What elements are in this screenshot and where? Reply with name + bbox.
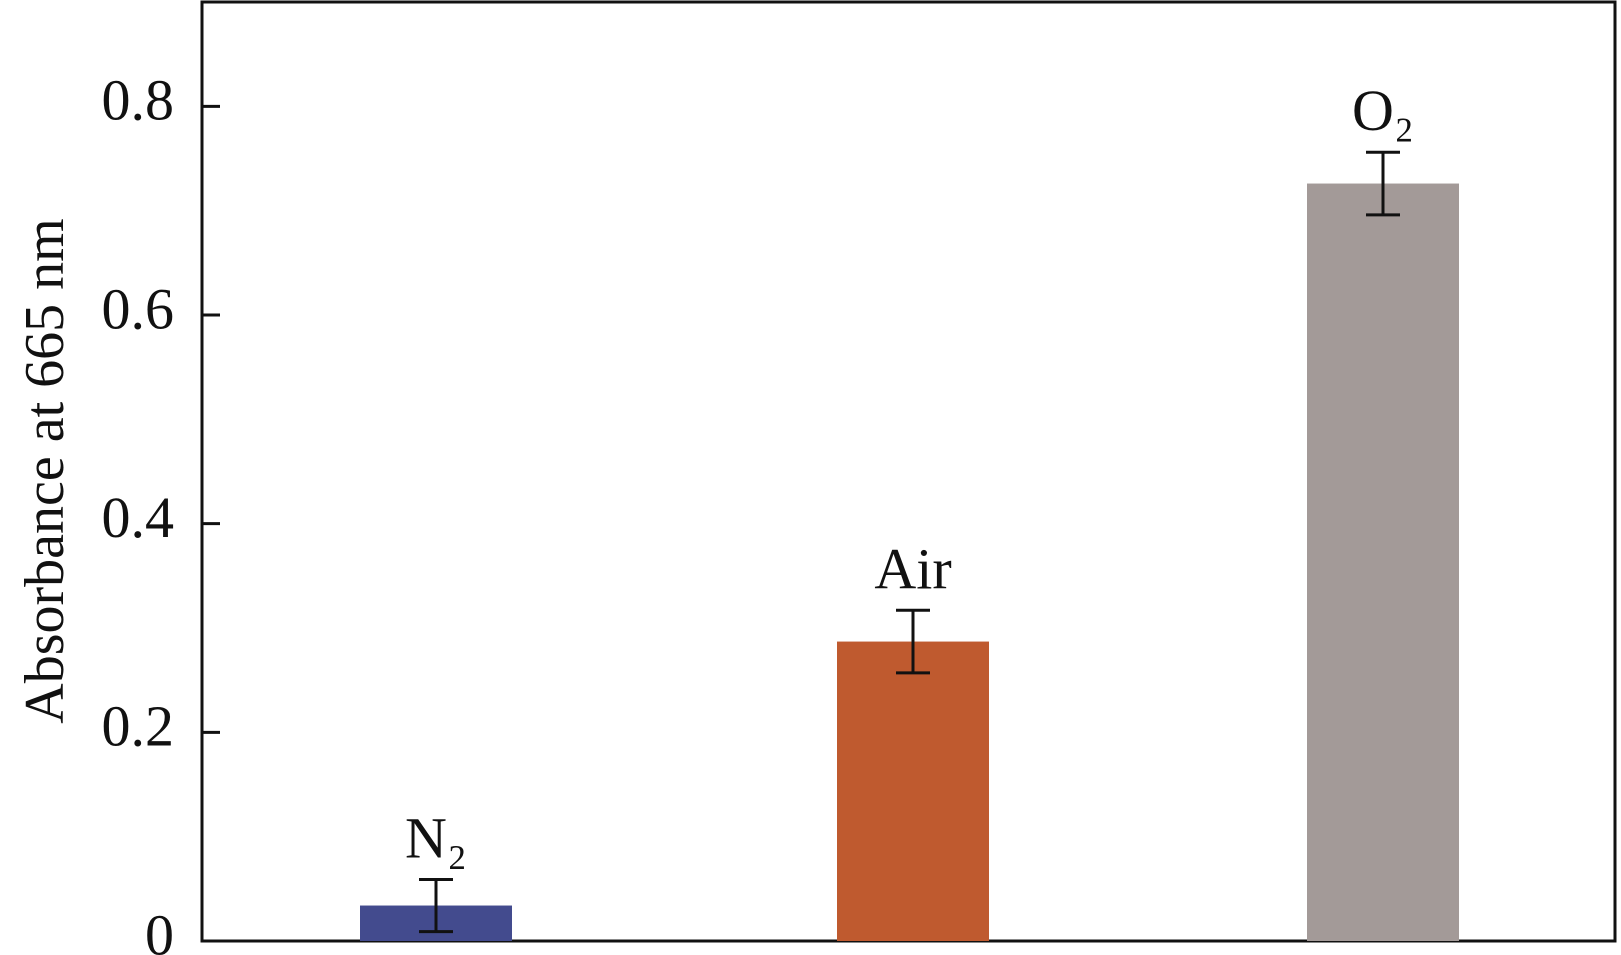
y-tick-label: 0.8 <box>102 68 175 133</box>
category-label: N₂ <box>405 805 467 870</box>
category-label: O₂ <box>1352 78 1414 143</box>
y-tick-label: 0.4 <box>102 485 175 550</box>
y-tick-label: 0 <box>145 902 174 955</box>
error-bar <box>896 608 930 675</box>
y-tick-label: 0.2 <box>102 694 175 759</box>
error-bar <box>419 877 453 934</box>
bar <box>837 641 989 941</box>
bar <box>1307 183 1459 942</box>
error-bar <box>1366 150 1400 217</box>
y-tick-label: 0.6 <box>102 276 175 341</box>
y-axis-label: Absorbance at 665 nm <box>14 218 76 723</box>
category-label: Air <box>874 536 951 601</box>
